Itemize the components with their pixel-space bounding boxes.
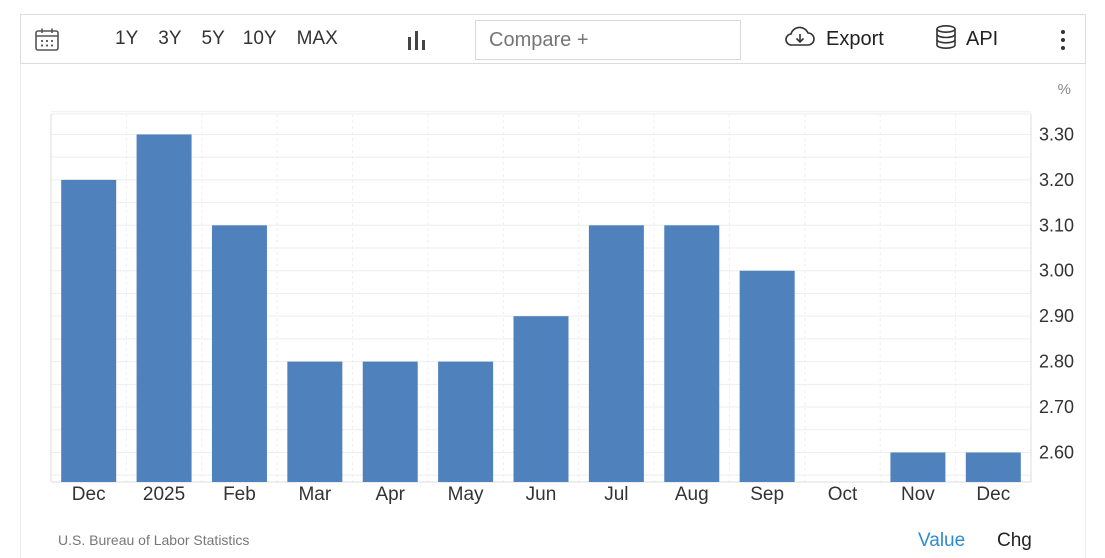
x-tick-label: 2025	[143, 484, 185, 505]
export-label: Export	[826, 27, 884, 50]
x-tick-label: Jul	[604, 484, 628, 505]
x-tick-label: May	[448, 484, 484, 505]
export-button[interactable]: Export	[784, 15, 884, 63]
y-tick-label: 2.70	[1039, 397, 1074, 417]
chg-toggle[interactable]: Chg	[997, 530, 1032, 551]
x-tick-label: Mar	[298, 484, 331, 505]
x-tick-label: Oct	[828, 484, 858, 505]
y-tick-label: 2.90	[1039, 306, 1074, 326]
range-3y[interactable]: 3Y	[158, 28, 182, 49]
x-tick-label: Apr	[375, 484, 405, 505]
bar	[890, 452, 946, 482]
api-button[interactable]: API	[934, 15, 998, 63]
database-icon	[934, 24, 958, 55]
range-selector: 1Y 3Y 5Y 10Y MAX	[115, 15, 358, 63]
bar	[362, 361, 418, 482]
bar-chart: Dec 2025 Feb Mar Apr May Jun Jul Aug Sep Oct Nov Dec…	[50, 81, 1074, 505]
y-unit-label: %	[1058, 81, 1071, 98]
bar	[61, 179, 117, 483]
y-tick-label: 2.80	[1039, 352, 1074, 372]
bar	[287, 361, 343, 482]
calendar-icon[interactable]	[34, 27, 60, 53]
bar	[588, 225, 644, 482]
y-tick-label: 3.10	[1039, 215, 1074, 235]
range-5y[interactable]: 5Y	[201, 28, 225, 49]
compare-input[interactable]	[475, 20, 741, 60]
range-10y[interactable]: 10Y	[242, 28, 277, 49]
more-vertical-icon[interactable]	[1051, 27, 1075, 53]
x-tick-label: Aug	[675, 484, 709, 505]
x-tick-label: Dec	[976, 484, 1010, 505]
bar-chart-icon[interactable]	[405, 28, 429, 52]
bar	[438, 361, 494, 482]
bar	[965, 452, 1021, 482]
x-tick-label: Nov	[901, 484, 935, 505]
chart-area: Dec 2025 Feb Mar Apr May Jun Jul Aug Sep Oct Nov Dec…	[20, 64, 1086, 558]
value-toggle[interactable]: Value	[918, 530, 966, 551]
y-tick-label: 2.60	[1039, 442, 1074, 462]
source-label: U.S. Bureau of Labor Statistics	[58, 532, 250, 548]
cloud-download-icon	[784, 25, 816, 54]
bar	[739, 270, 795, 482]
bar	[211, 225, 267, 482]
api-label: API	[966, 27, 999, 50]
bar	[513, 316, 569, 482]
x-tick-label: Jun	[526, 484, 557, 505]
x-tick-label: Sep	[750, 484, 784, 505]
x-tick-label: Dec	[72, 484, 106, 505]
range-max[interactable]: MAX	[296, 28, 338, 49]
y-tick-label: 3.30	[1039, 124, 1074, 144]
bar	[664, 225, 720, 482]
chart-toolbar: 1Y 3Y 5Y 10Y MAX Export	[20, 14, 1086, 64]
range-1y[interactable]: 1Y	[115, 28, 139, 49]
y-tick-label: 3.20	[1039, 170, 1074, 190]
y-tick-label: 3.00	[1039, 261, 1074, 281]
x-tick-label: Feb	[223, 484, 256, 505]
bar	[136, 134, 192, 482]
